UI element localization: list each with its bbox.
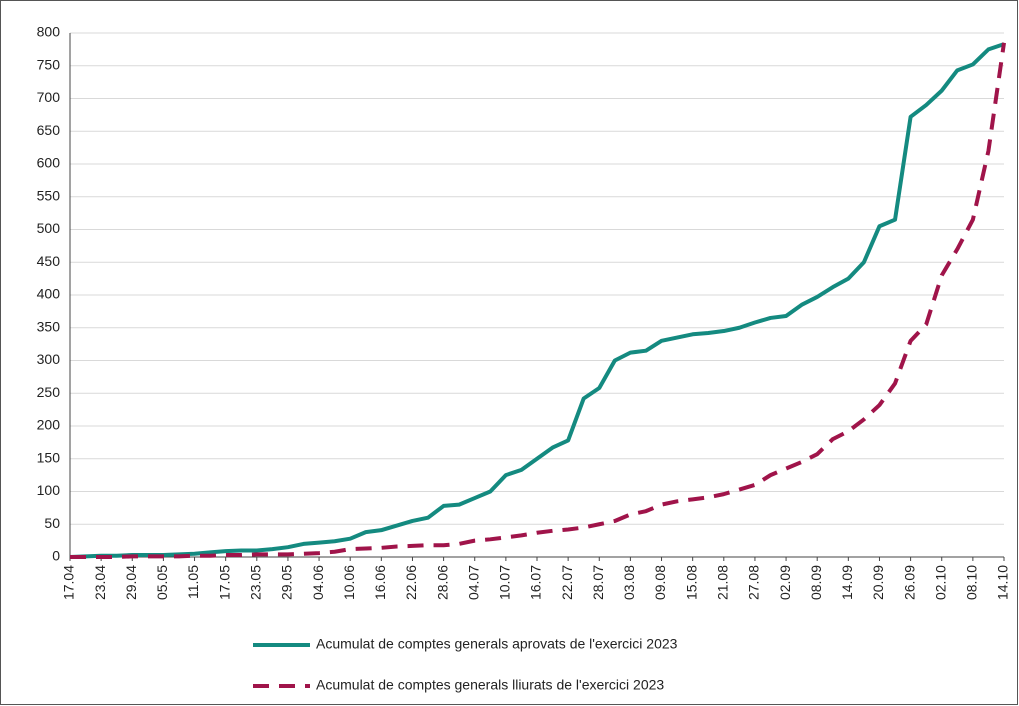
y-tick-label: 200: [37, 417, 61, 433]
y-tick-label: 0: [52, 548, 60, 564]
legend-label: Acumulat de comptes generals lliurats de…: [316, 677, 664, 693]
x-tick-label: 10.07: [497, 565, 513, 600]
x-tick-label: 28.07: [590, 565, 606, 600]
x-tick-label: 15.08: [683, 565, 699, 600]
x-tick-label: 02.10: [932, 565, 948, 600]
y-tick-label: 150: [37, 449, 61, 465]
x-tick-label: 17.04: [61, 565, 77, 600]
y-tick-label: 250: [37, 384, 61, 400]
y-tick-label: 100: [37, 482, 61, 498]
x-tick-label: 21.08: [715, 565, 731, 600]
x-tick-label: 02.09: [777, 565, 793, 600]
x-tick-label: 16.07: [528, 565, 544, 600]
legend-label: Acumulat de comptes generals aprovats de…: [316, 636, 678, 652]
x-tick-label: 03.08: [621, 565, 637, 600]
line-series: [70, 42, 1006, 559]
y-tick-label: 400: [37, 286, 61, 302]
line-series: [69, 42, 1005, 559]
x-tick-label: 11.05: [185, 565, 201, 599]
x-tick-label: 28.06: [434, 565, 450, 600]
x-tick-label: 04.06: [310, 565, 326, 600]
x-tick-label: 26.09: [901, 565, 917, 600]
x-tick-label: 14.10: [995, 565, 1011, 600]
x-tick-label: 09.08: [652, 565, 668, 600]
y-tick-label: 700: [37, 89, 61, 105]
y-tick-label: 600: [37, 155, 61, 171]
x-tick-label: 29.05: [279, 565, 295, 600]
y-tick-label: 650: [37, 122, 61, 138]
y-tick-label: 550: [37, 187, 61, 203]
y-tick-label: 450: [37, 253, 61, 269]
x-tick-label: 23.05: [248, 565, 264, 600]
x-tick-label: 04.07: [465, 565, 481, 600]
x-tick-label: 16.06: [372, 565, 388, 600]
x-tick-label: 17.05: [216, 565, 232, 600]
x-tick-label: 10.06: [341, 565, 357, 600]
y-tick-label: 50: [44, 515, 60, 531]
x-tick-label: 27.08: [746, 565, 762, 600]
x-tick-label: 29.04: [123, 565, 139, 600]
x-tick-label: 20.09: [870, 565, 886, 600]
x-tick-label: 23.04: [92, 565, 108, 600]
x-tick-label: 22.07: [559, 565, 575, 600]
y-tick-label: 300: [37, 351, 61, 367]
x-tick-label: 05.05: [154, 565, 170, 600]
y-tick-label: 750: [37, 56, 61, 72]
x-tick-label: 08.10: [964, 565, 980, 600]
x-tick-label: 14.09: [839, 565, 855, 600]
y-tick-label: 350: [37, 318, 61, 334]
x-tick-label: 22.06: [403, 565, 419, 600]
y-tick-label: 800: [37, 24, 61, 40]
x-tick-label: 08.09: [808, 565, 824, 600]
y-tick-label: 500: [37, 220, 61, 236]
